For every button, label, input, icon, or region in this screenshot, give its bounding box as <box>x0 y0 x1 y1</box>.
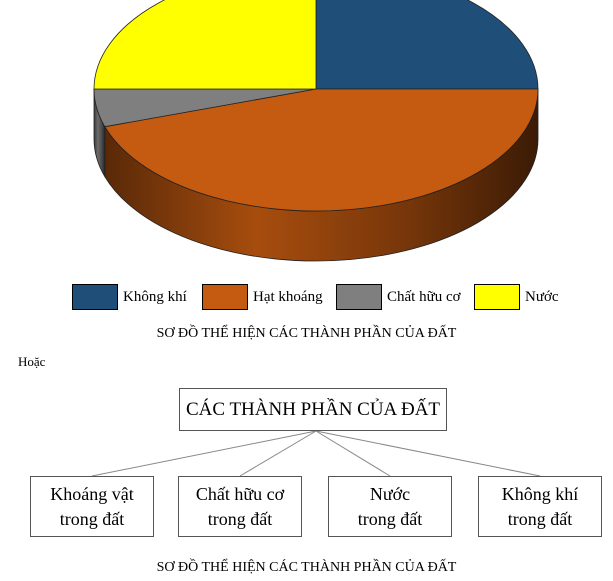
or-label: Hoặc <box>18 354 46 369</box>
legend-swatch <box>474 284 520 310</box>
connector-line <box>315 430 391 477</box>
diagram-caption: SƠ ĐỒ THỂ HIỆN CÁC THÀNH PHẦN CỦA ĐẤT <box>156 560 457 575</box>
legend-label: Hạt khoáng <box>253 288 323 305</box>
chart-caption: SƠ ĐỒ THỂ HIỆN CÁC THÀNH PHẦN CỦA ĐẤT <box>156 326 457 341</box>
legend-swatch <box>72 284 118 310</box>
pie-chart <box>93 0 539 262</box>
chart-legend: Không khí Hạt khoáng Chất hữu cơ Nước <box>72 280 572 314</box>
legend-swatch <box>336 284 382 310</box>
box-line: trong đất <box>59 508 125 529</box>
diagram-child-box: Khoáng vật trong đất <box>30 476 154 537</box>
box-line: Nước <box>369 483 411 504</box>
legend-item-khong-khi: Không khí <box>72 282 187 312</box>
diagram-child-box: Nước trong đất <box>328 476 452 537</box>
box-line: trong đất <box>207 508 273 529</box>
connector-line <box>239 430 317 477</box>
legend-label: Chất hữu cơ <box>387 288 461 305</box>
box-line: trong đất <box>357 508 423 529</box>
legend-item-hat-khoang: Hạt khoáng <box>202 282 323 312</box>
diagram-child-box: Chất hữu cơ trong đất <box>178 476 302 537</box>
diagram-root-box: CÁC THÀNH PHẦN CỦA ĐẤT <box>179 388 447 431</box>
box-line: Chất hữu cơ <box>195 483 285 504</box>
connector-line <box>91 430 317 477</box>
box-line: Không khí <box>501 483 579 504</box>
legend-swatch <box>202 284 248 310</box>
connector-line <box>315 430 541 477</box>
box-line: trong đất <box>507 508 573 529</box>
legend-label: Nước <box>525 288 559 305</box>
pie-slice-0 <box>315 0 539 90</box>
pie-slice-3 <box>93 0 317 90</box>
legend-label: Không khí <box>123 288 187 305</box>
pie-slice-1 <box>104 88 539 212</box>
legend-item-nuoc: Nước <box>474 282 559 312</box>
diagram-child-box: Không khí trong đất <box>478 476 602 537</box>
box-line: Khoáng vật <box>50 483 134 504</box>
legend-item-chat-huu-co: Chất hữu cơ <box>336 282 461 312</box>
